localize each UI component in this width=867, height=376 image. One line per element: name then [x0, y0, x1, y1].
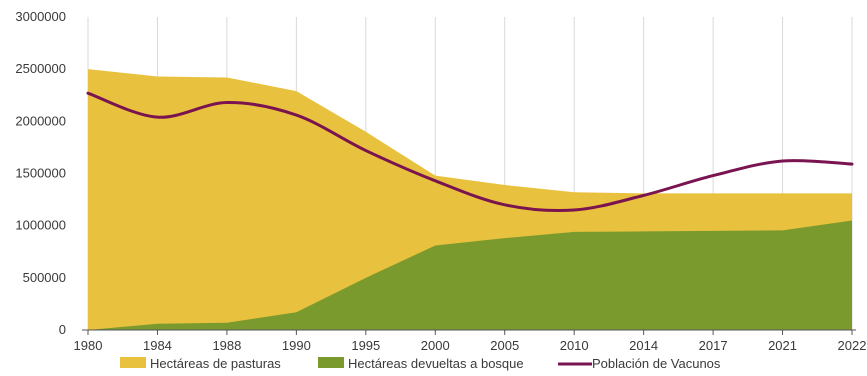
- legend-label-pasturas: Hectáreas de pasturas: [150, 356, 281, 371]
- legend-swatch-bosque: [318, 357, 344, 368]
- legend-swatch-pasturas: [120, 357, 146, 368]
- y-tick-label: 500000: [23, 270, 66, 285]
- x-tick-label: 2005: [490, 338, 519, 353]
- axis-layer: 0 500000 1000000 1500000 2000000 2500000 30000…: [15, 9, 866, 353]
- x-tick-label: 1988: [212, 338, 241, 353]
- area-layer: [88, 69, 852, 331]
- legend-label-vacunos: Población de Vacunos: [592, 356, 721, 371]
- series-line-vacunos: [86, 91, 854, 213]
- x-tick-label: 1990: [282, 338, 311, 353]
- y-tick-label: 0: [59, 322, 66, 337]
- x-tick-label: 1980: [74, 338, 103, 353]
- y-tick-label: 3000000: [15, 9, 66, 24]
- y-tick-label: 2500000: [15, 61, 66, 76]
- x-tick-label: 2000: [421, 338, 450, 353]
- x-tick-label: 2014: [629, 338, 658, 353]
- legend-label-bosque: Hectáreas devueltas a bosque: [348, 356, 524, 371]
- x-tick-label: 2021: [768, 338, 797, 353]
- x-tick-label: 2017: [699, 338, 728, 353]
- y-tick-label: 1000000: [15, 218, 66, 233]
- y-tick-label: 1500000: [15, 166, 66, 181]
- x-tick-label: 2010: [560, 338, 589, 353]
- x-tick-label: 2022: [838, 338, 867, 353]
- y-tick-label: 2000000: [15, 113, 66, 128]
- x-tick-label: 1984: [143, 338, 172, 353]
- line-layer: [86, 91, 854, 213]
- legend: Hectáreas de pasturas Hectáreas devueltas…: [120, 356, 721, 371]
- series-area-bosque: [88, 220, 852, 330]
- x-tick-label: 1995: [351, 338, 380, 353]
